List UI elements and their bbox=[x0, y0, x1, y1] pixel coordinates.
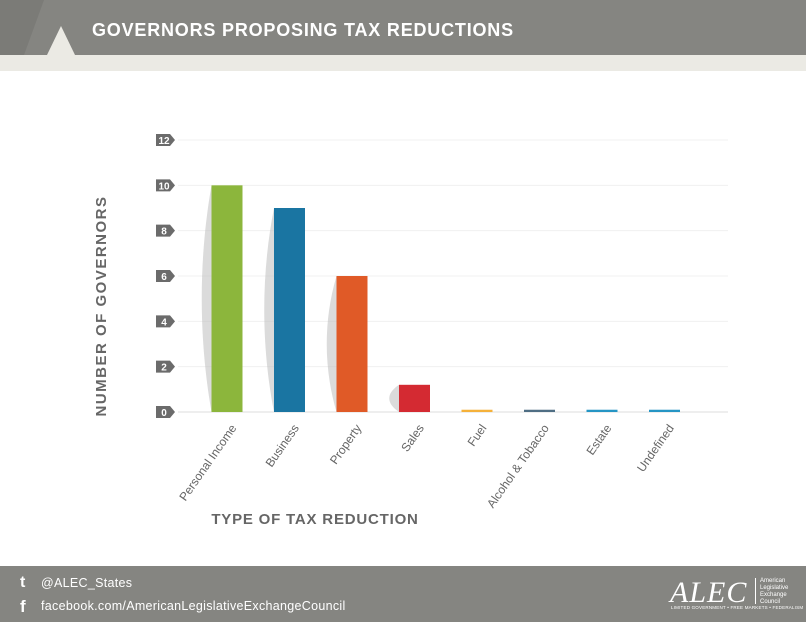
alec-logo-wordmark: ALEC bbox=[670, 576, 748, 609]
bar-estate bbox=[586, 409, 618, 412]
y-tick-label: 12 bbox=[158, 136, 170, 147]
bar-undefined bbox=[649, 409, 680, 412]
x-axis-title: TYPE OF TAX REDUCTION bbox=[211, 511, 418, 528]
header-strip bbox=[0, 55, 806, 71]
bar-shadow bbox=[201, 185, 212, 412]
x-tick-label: Alcohol & Tobacco bbox=[484, 421, 552, 510]
y-axis-title: NUMBER OF GOVERNORS bbox=[93, 195, 110, 416]
y-tick-badge bbox=[156, 179, 175, 192]
facebook-icon[interactable]: f bbox=[20, 597, 26, 616]
logo-divider bbox=[755, 578, 756, 604]
y-tick-label: 6 bbox=[161, 272, 167, 283]
y-tick-label: 0 bbox=[161, 408, 167, 419]
bar-alcohol-tobacco bbox=[524, 409, 555, 412]
logo-name-line: American bbox=[760, 578, 786, 584]
page-title: GOVERNORS PROPOSING TAX REDUCTIONS bbox=[92, 20, 514, 40]
x-tick-label: Fuel bbox=[465, 422, 490, 449]
x-tick-label: Property bbox=[327, 422, 364, 467]
header-triangle-decoration bbox=[0, 0, 75, 55]
twitter-icon[interactable]: t bbox=[20, 574, 26, 591]
logo-name-line: Exchange bbox=[760, 592, 787, 598]
bar-property bbox=[336, 276, 368, 412]
logo-name-line: Legislative bbox=[760, 585, 789, 591]
bar-shadow bbox=[389, 384, 399, 412]
y-tick-badge bbox=[156, 406, 175, 418]
chart-grid bbox=[178, 139, 728, 413]
y-tick-badge bbox=[156, 360, 175, 373]
x-tick-label: Estate bbox=[583, 421, 614, 457]
y-tick-label: 8 bbox=[161, 227, 167, 238]
logo-tagline: LIMITED GOVERNMENT • FREE MARKETS • FEDE… bbox=[671, 605, 804, 610]
y-tick-badge bbox=[156, 270, 175, 282]
y-tick-badge bbox=[156, 224, 175, 237]
footer-bar bbox=[0, 566, 806, 622]
x-tick-label: Sales bbox=[398, 422, 427, 455]
bar-fuel bbox=[461, 409, 493, 412]
bar-sales bbox=[399, 384, 430, 412]
y-tick-label: 10 bbox=[158, 181, 170, 192]
x-tick-label: Personal Income bbox=[176, 421, 239, 503]
x-tick-label: Undefined bbox=[634, 422, 677, 475]
x-tick-label: Business bbox=[263, 422, 302, 470]
bar-shadow bbox=[326, 276, 337, 412]
bar-business bbox=[274, 208, 305, 412]
y-tick-badge bbox=[156, 315, 175, 328]
bar-chart: 0 2 4 6 8 10 12 Personal Income Business Propert… bbox=[93, 134, 728, 528]
bars bbox=[201, 185, 680, 412]
header-bar bbox=[0, 0, 806, 55]
y-tick-label: 4 bbox=[161, 317, 167, 328]
y-tick-label: 2 bbox=[161, 363, 167, 374]
y-tick-badge bbox=[156, 134, 175, 146]
y-axis-ticks: 0 2 4 6 8 10 12 bbox=[156, 134, 175, 419]
bar-shadow bbox=[264, 208, 274, 412]
logo-name-line: Council bbox=[760, 599, 781, 605]
x-axis-tick-labels: Personal Income Business Property Sales Fuel… bbox=[176, 421, 677, 510]
facebook-link[interactable]: facebook.com/AmericanLegislativeExchange… bbox=[41, 599, 346, 613]
bar-personal-income bbox=[211, 185, 243, 412]
twitter-handle-link[interactable]: @ALEC_States bbox=[41, 576, 133, 590]
